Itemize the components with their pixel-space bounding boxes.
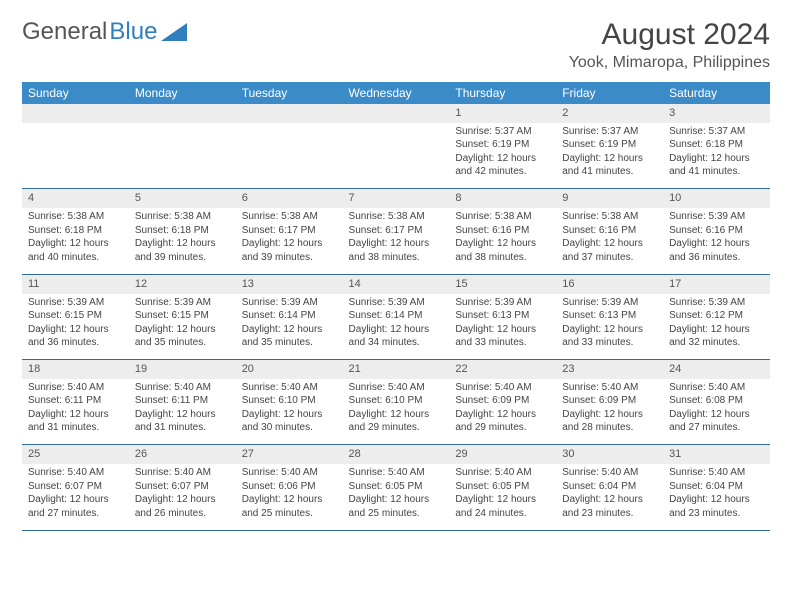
weekday-header: Friday	[556, 82, 663, 104]
day-number-row: 123	[22, 104, 770, 123]
day-info-cell: Sunrise: 5:38 AMSunset: 6:17 PMDaylight:…	[236, 208, 343, 274]
day-info-cell: Sunrise: 5:38 AMSunset: 6:16 PMDaylight:…	[449, 208, 556, 274]
logo: GeneralBlue	[22, 18, 187, 46]
day-info-cell: Sunrise: 5:40 AMSunset: 6:11 PMDaylight:…	[22, 379, 129, 445]
day-number-cell: 22	[449, 360, 556, 379]
day-info-cell	[129, 123, 236, 189]
day-info-cell: Sunrise: 5:37 AMSunset: 6:19 PMDaylight:…	[449, 123, 556, 189]
day-info-row: Sunrise: 5:39 AMSunset: 6:15 PMDaylight:…	[22, 294, 770, 360]
location: Yook, Mimaropa, Philippines	[569, 54, 770, 72]
day-number-cell	[129, 104, 236, 123]
day-info-cell: Sunrise: 5:40 AMSunset: 6:07 PMDaylight:…	[22, 464, 129, 530]
day-number-cell: 19	[129, 360, 236, 379]
day-number-cell: 3	[663, 104, 770, 123]
day-info-cell: Sunrise: 5:39 AMSunset: 6:14 PMDaylight:…	[343, 294, 450, 360]
logo-text-1: General	[22, 18, 107, 46]
day-info-row: Sunrise: 5:37 AMSunset: 6:19 PMDaylight:…	[22, 123, 770, 189]
title-block: August 2024 Yook, Mimaropa, Philippines	[569, 18, 770, 72]
weekday-header-row: SundayMondayTuesdayWednesdayThursdayFrid…	[22, 82, 770, 104]
day-info-cell: Sunrise: 5:38 AMSunset: 6:16 PMDaylight:…	[556, 208, 663, 274]
day-number-cell: 23	[556, 360, 663, 379]
day-number-cell: 21	[343, 360, 450, 379]
day-number-cell: 9	[556, 189, 663, 208]
day-number-cell: 24	[663, 360, 770, 379]
day-info-cell: Sunrise: 5:40 AMSunset: 6:09 PMDaylight:…	[449, 379, 556, 445]
day-info-cell: Sunrise: 5:39 AMSunset: 6:16 PMDaylight:…	[663, 208, 770, 274]
day-number-cell: 6	[236, 189, 343, 208]
day-info-cell: Sunrise: 5:39 AMSunset: 6:14 PMDaylight:…	[236, 294, 343, 360]
header: GeneralBlue August 2024 Yook, Mimaropa, …	[22, 18, 770, 72]
day-info-cell: Sunrise: 5:40 AMSunset: 6:07 PMDaylight:…	[129, 464, 236, 530]
day-info-cell: Sunrise: 5:39 AMSunset: 6:13 PMDaylight:…	[449, 294, 556, 360]
weekday-header: Wednesday	[343, 82, 450, 104]
weekday-header: Thursday	[449, 82, 556, 104]
day-info-cell: Sunrise: 5:37 AMSunset: 6:19 PMDaylight:…	[556, 123, 663, 189]
day-info-cell	[343, 123, 450, 189]
day-info-cell: Sunrise: 5:40 AMSunset: 6:10 PMDaylight:…	[236, 379, 343, 445]
calendar-table: SundayMondayTuesdayWednesdayThursdayFrid…	[22, 82, 770, 531]
day-info-cell: Sunrise: 5:40 AMSunset: 6:05 PMDaylight:…	[449, 464, 556, 530]
day-number-cell: 20	[236, 360, 343, 379]
day-number-cell: 1	[449, 104, 556, 123]
day-info-cell	[22, 123, 129, 189]
day-number-row: 18192021222324	[22, 360, 770, 379]
day-number-row: 25262728293031	[22, 445, 770, 464]
month-title: August 2024	[569, 18, 770, 52]
day-info-cell: Sunrise: 5:39 AMSunset: 6:15 PMDaylight:…	[22, 294, 129, 360]
day-number-cell: 2	[556, 104, 663, 123]
weekday-header: Monday	[129, 82, 236, 104]
day-info-cell: Sunrise: 5:40 AMSunset: 6:11 PMDaylight:…	[129, 379, 236, 445]
day-number-cell: 5	[129, 189, 236, 208]
day-number-cell: 4	[22, 189, 129, 208]
day-info-cell: Sunrise: 5:40 AMSunset: 6:09 PMDaylight:…	[556, 379, 663, 445]
day-info-cell	[236, 123, 343, 189]
day-info-row: Sunrise: 5:40 AMSunset: 6:07 PMDaylight:…	[22, 464, 770, 530]
day-number-cell	[236, 104, 343, 123]
day-info-cell: Sunrise: 5:40 AMSunset: 6:05 PMDaylight:…	[343, 464, 450, 530]
day-number-cell	[343, 104, 450, 123]
day-number-row: 45678910	[22, 189, 770, 208]
weekday-header: Saturday	[663, 82, 770, 104]
day-number-cell: 15	[449, 274, 556, 293]
day-number-cell: 18	[22, 360, 129, 379]
day-number-cell: 10	[663, 189, 770, 208]
day-number-cell: 27	[236, 445, 343, 464]
day-number-row: 11121314151617	[22, 274, 770, 293]
day-info-cell: Sunrise: 5:40 AMSunset: 6:08 PMDaylight:…	[663, 379, 770, 445]
day-number-cell: 26	[129, 445, 236, 464]
day-number-cell: 31	[663, 445, 770, 464]
day-number-cell: 13	[236, 274, 343, 293]
weekday-header: Tuesday	[236, 82, 343, 104]
day-info-cell: Sunrise: 5:38 AMSunset: 6:18 PMDaylight:…	[129, 208, 236, 274]
day-info-row: Sunrise: 5:38 AMSunset: 6:18 PMDaylight:…	[22, 208, 770, 274]
day-number-cell: 30	[556, 445, 663, 464]
day-number-cell: 29	[449, 445, 556, 464]
logo-triangle-icon	[161, 23, 187, 41]
day-number-cell: 28	[343, 445, 450, 464]
day-number-cell: 7	[343, 189, 450, 208]
day-number-cell: 25	[22, 445, 129, 464]
day-number-cell: 8	[449, 189, 556, 208]
day-info-cell: Sunrise: 5:40 AMSunset: 6:10 PMDaylight:…	[343, 379, 450, 445]
day-info-cell: Sunrise: 5:39 AMSunset: 6:15 PMDaylight:…	[129, 294, 236, 360]
day-info-row: Sunrise: 5:40 AMSunset: 6:11 PMDaylight:…	[22, 379, 770, 445]
day-info-cell: Sunrise: 5:40 AMSunset: 6:06 PMDaylight:…	[236, 464, 343, 530]
day-info-cell: Sunrise: 5:40 AMSunset: 6:04 PMDaylight:…	[556, 464, 663, 530]
day-number-cell: 16	[556, 274, 663, 293]
day-info-cell: Sunrise: 5:39 AMSunset: 6:12 PMDaylight:…	[663, 294, 770, 360]
day-number-cell	[22, 104, 129, 123]
day-info-cell: Sunrise: 5:38 AMSunset: 6:17 PMDaylight:…	[343, 208, 450, 274]
day-number-cell: 14	[343, 274, 450, 293]
day-info-cell: Sunrise: 5:39 AMSunset: 6:13 PMDaylight:…	[556, 294, 663, 360]
day-info-cell: Sunrise: 5:40 AMSunset: 6:04 PMDaylight:…	[663, 464, 770, 530]
day-number-cell: 17	[663, 274, 770, 293]
day-info-cell: Sunrise: 5:38 AMSunset: 6:18 PMDaylight:…	[22, 208, 129, 274]
day-number-cell: 12	[129, 274, 236, 293]
logo-text-2: Blue	[109, 18, 157, 46]
day-info-cell: Sunrise: 5:37 AMSunset: 6:18 PMDaylight:…	[663, 123, 770, 189]
weekday-header: Sunday	[22, 82, 129, 104]
day-number-cell: 11	[22, 274, 129, 293]
